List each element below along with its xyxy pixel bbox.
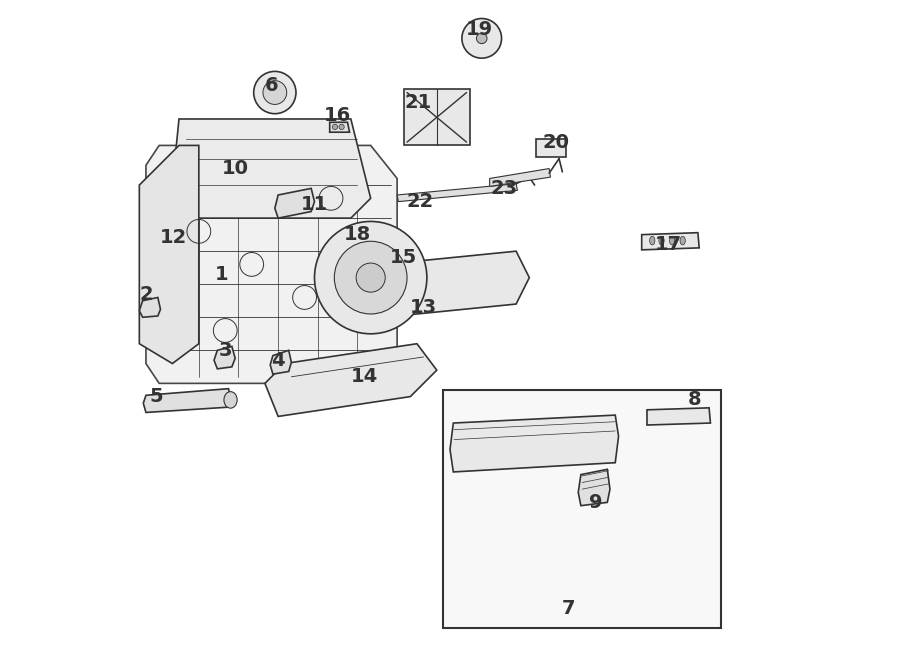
Circle shape [462, 19, 501, 58]
Text: 20: 20 [543, 133, 570, 151]
Text: 1: 1 [215, 265, 229, 284]
Circle shape [332, 124, 338, 130]
Text: 13: 13 [410, 298, 437, 317]
Text: 6: 6 [265, 77, 278, 95]
Text: 15: 15 [390, 249, 418, 267]
Text: 12: 12 [160, 229, 187, 247]
Text: 9: 9 [589, 493, 602, 512]
Circle shape [356, 263, 385, 292]
Polygon shape [173, 119, 371, 218]
Text: 3: 3 [219, 341, 232, 360]
Text: 10: 10 [221, 159, 248, 178]
Polygon shape [329, 122, 349, 132]
Ellipse shape [670, 237, 675, 245]
Text: 5: 5 [149, 387, 163, 406]
Polygon shape [140, 297, 160, 317]
Text: 11: 11 [301, 196, 328, 214]
Text: 21: 21 [405, 93, 432, 112]
Bar [444, 390, 721, 628]
Circle shape [263, 81, 287, 104]
Polygon shape [140, 145, 199, 364]
Text: 18: 18 [344, 225, 371, 244]
Circle shape [476, 33, 487, 44]
Text: 22: 22 [407, 192, 434, 211]
Text: 8: 8 [688, 391, 701, 409]
Ellipse shape [659, 237, 664, 245]
Text: 19: 19 [466, 20, 493, 39]
Text: 23: 23 [491, 179, 518, 198]
Circle shape [254, 71, 296, 114]
Text: 17: 17 [654, 235, 681, 254]
Polygon shape [371, 251, 529, 317]
Ellipse shape [650, 237, 655, 245]
Polygon shape [274, 188, 314, 218]
Ellipse shape [224, 391, 238, 408]
Polygon shape [642, 233, 699, 250]
Text: 16: 16 [324, 106, 351, 125]
Polygon shape [214, 346, 235, 369]
Text: 2: 2 [140, 285, 153, 303]
Circle shape [339, 124, 344, 130]
Polygon shape [146, 145, 397, 383]
Text: 14: 14 [350, 368, 378, 386]
Ellipse shape [680, 237, 685, 245]
Circle shape [314, 221, 427, 334]
Polygon shape [265, 344, 436, 416]
Polygon shape [578, 469, 610, 506]
Polygon shape [397, 184, 517, 202]
Polygon shape [490, 169, 551, 186]
Bar [536, 139, 566, 157]
Polygon shape [143, 389, 230, 412]
Polygon shape [351, 225, 365, 251]
Polygon shape [270, 350, 292, 374]
Polygon shape [647, 408, 710, 425]
Text: 7: 7 [562, 599, 576, 617]
Text: 4: 4 [271, 351, 285, 369]
Polygon shape [450, 415, 618, 472]
Bar [404, 89, 470, 145]
Circle shape [334, 241, 407, 314]
